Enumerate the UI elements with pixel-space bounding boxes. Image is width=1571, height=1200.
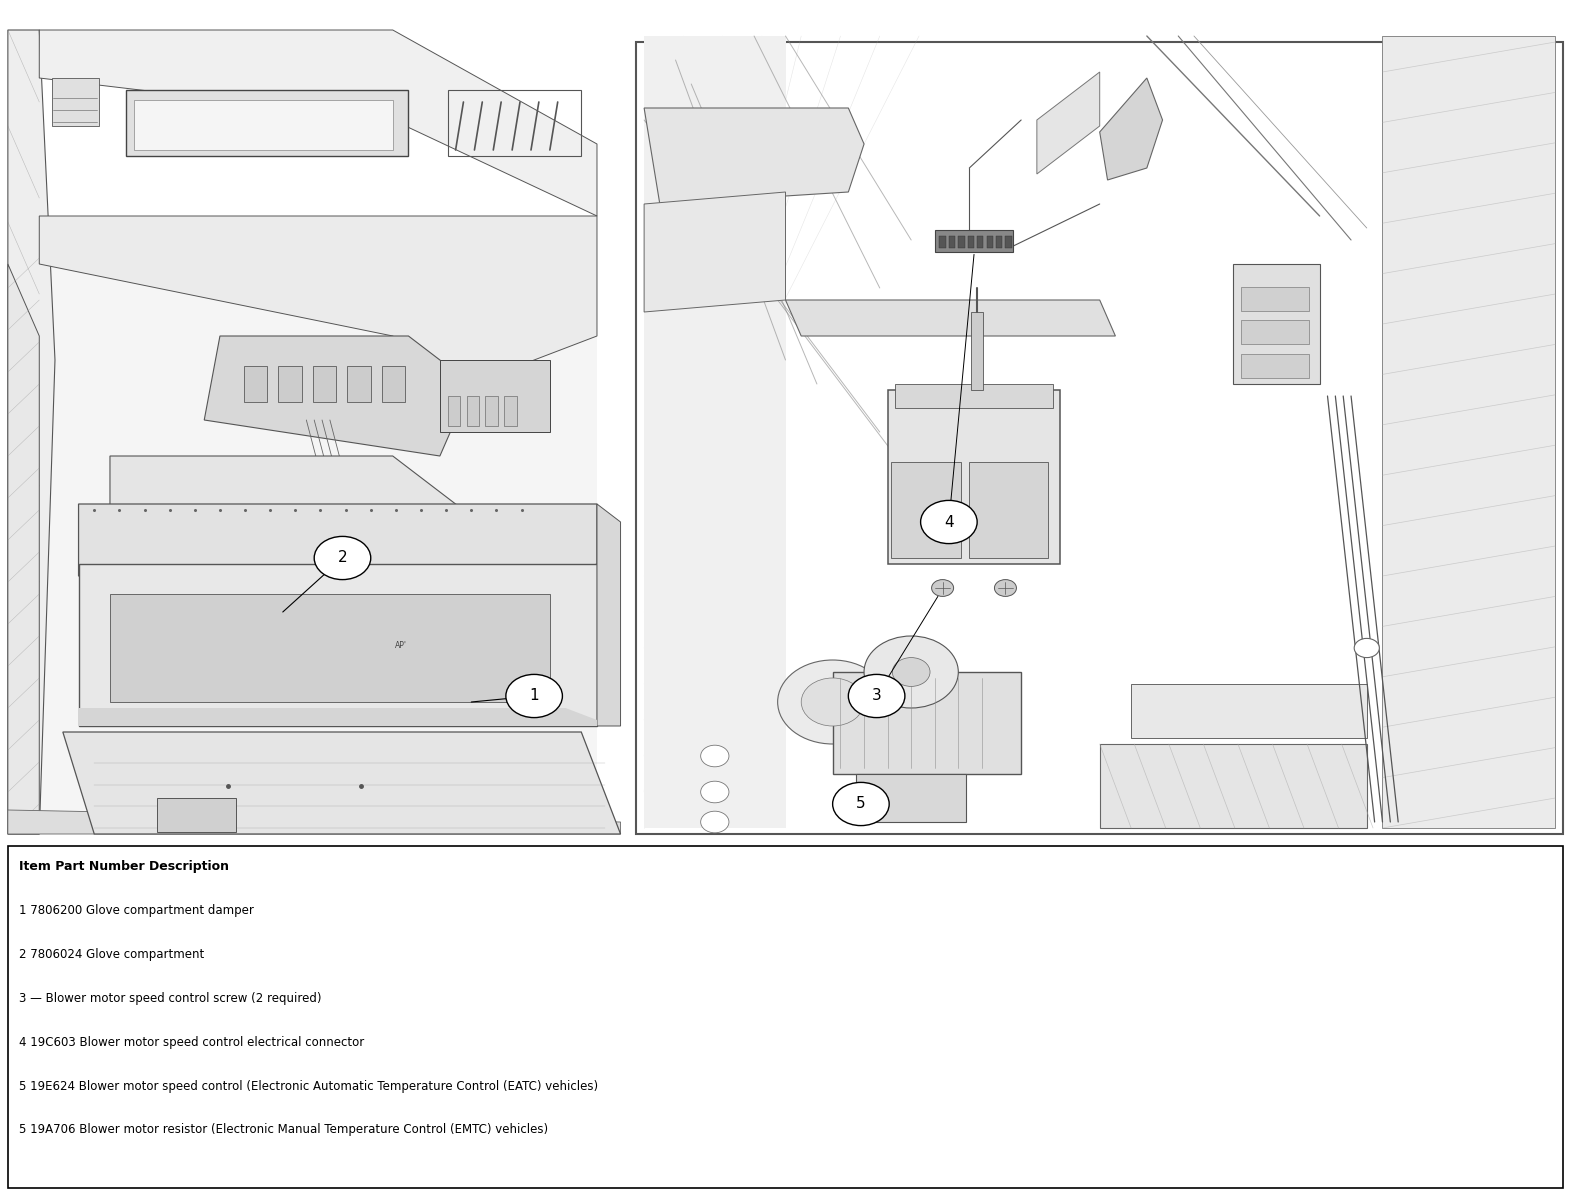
Bar: [958, 236, 965, 248]
Polygon shape: [39, 30, 597, 216]
Polygon shape: [110, 456, 471, 624]
Text: AP': AP': [394, 641, 407, 650]
Text: 2: 2: [338, 551, 347, 565]
Bar: [856, 774, 966, 822]
Circle shape: [848, 674, 905, 718]
Bar: [891, 462, 961, 558]
Bar: [939, 236, 946, 248]
Bar: [467, 396, 479, 426]
Polygon shape: [786, 300, 1115, 336]
Bar: [935, 230, 1013, 252]
Bar: [833, 672, 1021, 774]
Bar: [971, 312, 983, 390]
Text: 4: 4: [944, 515, 954, 529]
Text: 2 7806024 Glove compartment: 2 7806024 Glove compartment: [19, 948, 204, 961]
Bar: [347, 366, 371, 402]
Bar: [895, 384, 1053, 408]
Polygon shape: [597, 504, 621, 726]
Polygon shape: [79, 504, 597, 576]
Text: 4 19C603 Blower motor speed control electrical connector: 4 19C603 Blower motor speed control elec…: [19, 1036, 364, 1049]
Bar: [636, 42, 1563, 834]
Polygon shape: [1382, 36, 1555, 828]
Bar: [888, 390, 1060, 564]
Bar: [134, 100, 393, 150]
Bar: [1005, 236, 1012, 248]
Polygon shape: [644, 192, 786, 312]
Bar: [968, 236, 974, 248]
Polygon shape: [1100, 744, 1367, 828]
Bar: [244, 366, 267, 402]
Circle shape: [801, 678, 864, 726]
Circle shape: [892, 658, 930, 686]
Polygon shape: [79, 708, 597, 726]
Bar: [313, 366, 336, 402]
Bar: [1233, 264, 1320, 384]
Polygon shape: [644, 108, 864, 204]
Bar: [448, 90, 581, 156]
Text: 1 7806200 Glove compartment damper: 1 7806200 Glove compartment damper: [19, 905, 255, 917]
Text: 1: 1: [529, 689, 539, 703]
Bar: [8, 42, 1563, 834]
Bar: [969, 462, 1048, 558]
Bar: [8, 846, 1563, 1188]
Text: Item Part Number Description: Item Part Number Description: [19, 860, 229, 874]
Bar: [278, 366, 302, 402]
Bar: [440, 360, 550, 432]
Bar: [382, 366, 405, 402]
Text: 3: 3: [872, 689, 881, 703]
Polygon shape: [1100, 78, 1163, 180]
Circle shape: [994, 580, 1016, 596]
Bar: [1241, 287, 1309, 311]
Bar: [996, 236, 1002, 248]
Polygon shape: [63, 732, 621, 834]
Polygon shape: [8, 30, 55, 834]
Bar: [110, 594, 550, 702]
Bar: [485, 396, 498, 426]
Polygon shape: [39, 216, 597, 384]
Circle shape: [932, 580, 954, 596]
Polygon shape: [644, 36, 786, 828]
Circle shape: [921, 500, 977, 544]
Circle shape: [506, 674, 562, 718]
Bar: [157, 798, 236, 832]
Polygon shape: [39, 216, 597, 834]
Bar: [987, 236, 993, 248]
Bar: [52, 78, 99, 126]
Polygon shape: [8, 264, 39, 834]
Bar: [448, 396, 460, 426]
Circle shape: [864, 636, 958, 708]
Circle shape: [701, 781, 729, 803]
Bar: [1241, 354, 1309, 378]
Bar: [949, 236, 955, 248]
Text: 5 19A706 Blower motor resistor (Electronic Manual Temperature Control (EMTC) veh: 5 19A706 Blower motor resistor (Electron…: [19, 1123, 548, 1136]
Circle shape: [1354, 638, 1379, 658]
Bar: [1241, 320, 1309, 344]
Text: 5: 5: [856, 797, 866, 811]
Circle shape: [701, 811, 729, 833]
Bar: [79, 564, 597, 726]
Bar: [126, 90, 408, 156]
Text: 5 19E624 Blower motor speed control (Electronic Automatic Temperature Control (E: 5 19E624 Blower motor speed control (Ele…: [19, 1080, 599, 1093]
Polygon shape: [1037, 72, 1100, 174]
Circle shape: [833, 782, 889, 826]
Bar: [977, 236, 983, 248]
Polygon shape: [204, 336, 471, 456]
Polygon shape: [1131, 684, 1367, 738]
Circle shape: [701, 745, 729, 767]
Circle shape: [314, 536, 371, 580]
Circle shape: [778, 660, 888, 744]
Text: 3 — Blower motor speed control screw (2 required): 3 — Blower motor speed control screw (2 …: [19, 992, 322, 1004]
Bar: [504, 396, 517, 426]
Polygon shape: [8, 810, 621, 834]
